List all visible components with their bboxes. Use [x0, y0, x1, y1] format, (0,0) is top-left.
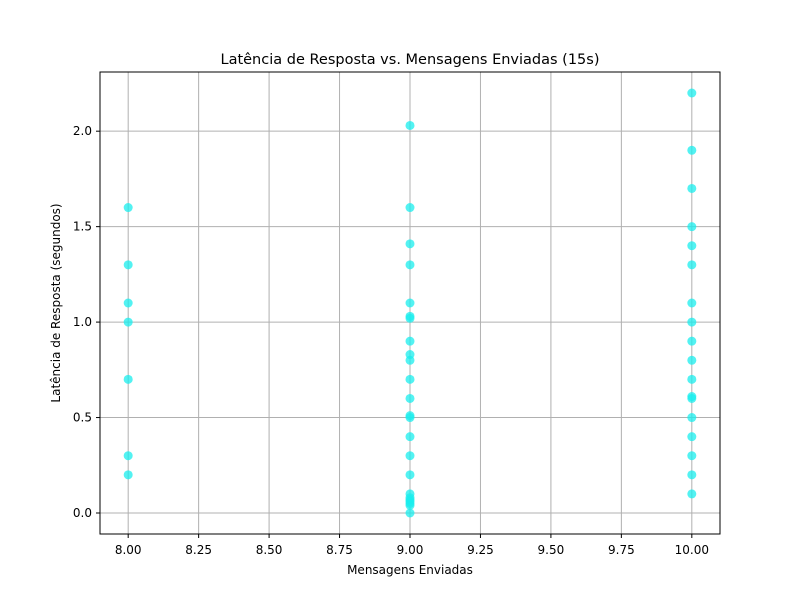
data-point — [123, 374, 133, 384]
y-tick-label: 2.0 — [73, 124, 92, 138]
data-points — [123, 88, 697, 518]
x-tick-label: 9.00 — [397, 543, 424, 557]
data-point — [687, 298, 697, 308]
data-point — [405, 313, 415, 323]
y-axis-label: Latência de Resposta (segundos) — [49, 203, 63, 402]
y-tick-label: 1.0 — [73, 315, 92, 329]
data-point — [405, 413, 415, 423]
data-point — [687, 317, 697, 327]
x-tick-label: 8.25 — [185, 543, 212, 557]
data-point — [123, 203, 133, 213]
data-point — [687, 432, 697, 442]
data-point — [405, 336, 415, 346]
x-tick-label: 8.00 — [115, 543, 142, 557]
data-point — [687, 451, 697, 461]
data-point — [405, 451, 415, 461]
data-point — [405, 239, 415, 249]
x-tick-label: 10.00 — [675, 543, 709, 557]
data-point — [687, 393, 697, 403]
data-point — [405, 393, 415, 403]
data-point — [687, 88, 697, 98]
x-axis-label: Mensagens Enviadas — [347, 563, 473, 577]
data-point — [405, 374, 415, 384]
data-point — [123, 298, 133, 308]
axis-ticks: 8.00 8.25 8.50 8.75 9.00 9.25 9.50 9.75 10.00 0.0… — [73, 124, 709, 557]
data-point — [687, 183, 697, 193]
x-tick-label: 8.50 — [256, 543, 283, 557]
data-point — [405, 298, 415, 308]
data-point — [123, 260, 133, 270]
y-tick-label: 0.0 — [73, 506, 92, 520]
x-tick-label: 9.75 — [608, 543, 635, 557]
data-point — [687, 145, 697, 155]
data-point — [405, 260, 415, 270]
y-tick-label: 1.5 — [73, 220, 92, 234]
data-point — [687, 374, 697, 384]
x-tick-label: 8.75 — [326, 543, 353, 557]
data-point — [687, 413, 697, 423]
data-point — [687, 470, 697, 480]
data-point — [123, 317, 133, 327]
data-point — [687, 260, 697, 270]
chart-title: Latência de Resposta vs. Mensagens Envia… — [220, 52, 599, 68]
data-point — [687, 355, 697, 365]
data-point — [405, 508, 415, 518]
data-point — [405, 432, 415, 442]
data-point — [405, 355, 415, 365]
data-point — [405, 203, 415, 213]
data-point — [405, 120, 415, 130]
x-tick-label: 9.50 — [538, 543, 565, 557]
x-tick-label: 9.25 — [467, 543, 494, 557]
data-point — [687, 241, 697, 251]
data-point — [405, 500, 415, 510]
data-point — [123, 470, 133, 480]
data-point — [405, 470, 415, 480]
data-point — [687, 336, 697, 346]
data-point — [687, 489, 697, 499]
y-tick-label: 0.5 — [73, 411, 92, 425]
data-point — [123, 451, 133, 461]
data-point — [687, 222, 697, 232]
